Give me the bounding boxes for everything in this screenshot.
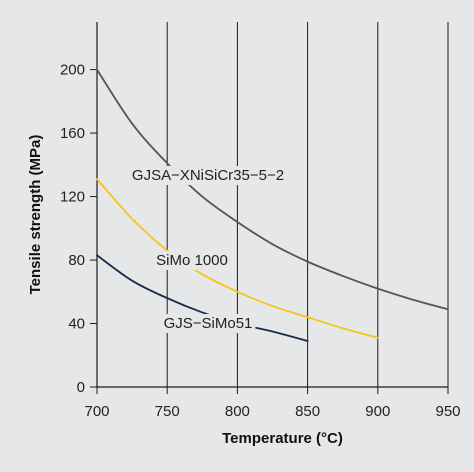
x-tick-label-800: 800 [225, 403, 250, 420]
x-tick-label-900: 900 [365, 403, 390, 420]
series-label-background-2 [160, 314, 256, 333]
series-label-background-1 [153, 251, 231, 270]
x-tick-label-850: 850 [295, 403, 320, 420]
x-axis-title: Temperature (°C) [222, 430, 343, 447]
series-labels: GJSA−XNiSiCr35−5−2 SiMo 1000 GJS−SiMo51 [128, 166, 288, 333]
series-label-simo1000: SiMo 1000 [156, 252, 228, 269]
series-label-background-0 [128, 166, 288, 185]
y-tick-label-80: 80 [68, 252, 85, 269]
y-axis-ticks: 0 40 80 120 160 200 [60, 62, 97, 396]
x-tick-label-700: 700 [84, 403, 109, 420]
y-tick-label-120: 120 [60, 189, 85, 206]
x-tick-label-950: 950 [435, 403, 460, 420]
y-axis-title: Tensile strength (MPa) [27, 135, 44, 295]
y-tick-label-200: 200 [60, 62, 85, 79]
data-series [96, 68, 449, 342]
series-label-gjsa: GJSA−XNiSiCr35−5−2 [132, 167, 284, 184]
y-tick-label-160: 160 [60, 125, 85, 142]
axes [96, 22, 448, 388]
x-axis-ticks: 700 750 800 850 900 950 [84, 387, 461, 420]
series-label-gjs-simo51: GJS−SiMo51 [164, 315, 253, 332]
series-line-0 [96, 68, 449, 311]
series-line-2 [96, 254, 309, 342]
y-tick-label-0: 0 [77, 379, 85, 396]
x-tick-label-750: 750 [155, 403, 180, 420]
y-tick-label-40: 40 [68, 316, 85, 333]
series-line-1 [96, 178, 379, 339]
